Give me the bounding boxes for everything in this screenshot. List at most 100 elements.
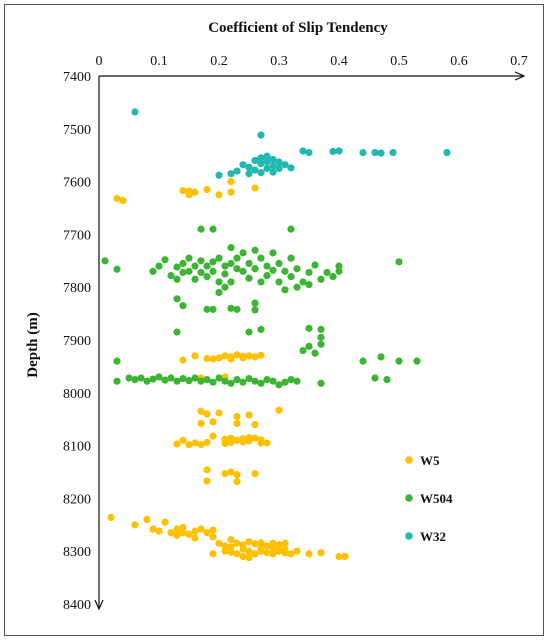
data-point <box>191 275 199 283</box>
x-tick-label: 0.3 <box>270 54 288 69</box>
data-point <box>191 352 199 360</box>
data-point <box>317 549 325 557</box>
data-point <box>395 357 403 365</box>
data-point <box>275 406 283 414</box>
data-point <box>251 299 259 307</box>
data-point <box>239 161 247 169</box>
data-point <box>239 545 247 553</box>
x-tick-label: 0.1 <box>150 54 168 69</box>
y-tick-label: 8100 <box>63 440 91 455</box>
data-point <box>281 378 289 386</box>
data-point <box>329 273 337 281</box>
data-point <box>281 545 289 553</box>
data-point <box>275 547 283 555</box>
data-point <box>233 477 241 486</box>
data-point <box>209 267 217 275</box>
data-point <box>269 544 277 552</box>
data-point <box>215 288 223 297</box>
data-point <box>227 304 235 312</box>
data-point <box>215 539 223 547</box>
data-point <box>311 261 319 269</box>
data-point <box>263 157 271 166</box>
data-point <box>263 376 271 384</box>
data-point <box>233 550 241 558</box>
data-point <box>377 149 385 157</box>
y-tick-label: 7900 <box>63 334 91 349</box>
data-point <box>245 328 253 336</box>
data-point <box>167 271 175 280</box>
data-point <box>239 378 247 386</box>
data-point <box>251 420 259 429</box>
data-point <box>203 466 211 474</box>
data-point <box>275 164 283 172</box>
data-point <box>245 259 253 268</box>
data-point <box>221 439 229 448</box>
data-point <box>227 178 235 186</box>
data-point <box>299 278 307 286</box>
data-point <box>305 268 313 277</box>
data-point <box>251 166 259 174</box>
data-point <box>239 552 247 561</box>
data-point <box>203 410 211 418</box>
data-point <box>281 539 289 547</box>
data-point <box>335 262 343 270</box>
data-point <box>317 325 325 334</box>
data-point <box>221 542 229 550</box>
data-point <box>287 164 295 172</box>
y-tick-label: 7700 <box>63 228 91 243</box>
legend-label: W5 <box>420 453 440 468</box>
data-point <box>335 552 343 561</box>
data-point <box>293 547 301 555</box>
data-point <box>317 333 325 341</box>
data-point <box>179 356 187 364</box>
data-point <box>191 534 199 542</box>
data-point <box>251 434 259 442</box>
data-point <box>257 539 265 547</box>
data-point <box>179 302 187 310</box>
data-point <box>257 544 265 553</box>
legend-marker <box>405 532 413 540</box>
data-point <box>197 407 205 415</box>
data-points <box>101 108 451 562</box>
data-point <box>239 354 247 362</box>
data-point <box>245 352 253 360</box>
data-point <box>233 376 241 384</box>
data-point <box>359 148 367 157</box>
data-point <box>413 357 421 365</box>
data-point <box>245 374 253 383</box>
axes <box>99 76 523 608</box>
data-point <box>245 434 253 442</box>
legend-label: W504 <box>420 491 453 506</box>
x-tick-label: 0.2 <box>210 54 228 69</box>
data-point <box>233 351 241 359</box>
data-point <box>209 533 217 541</box>
data-point <box>275 259 283 268</box>
data-point <box>221 352 229 360</box>
series-w504 <box>101 225 421 389</box>
data-point <box>317 379 325 387</box>
data-point <box>107 513 115 522</box>
data-point <box>191 527 199 535</box>
data-point <box>233 265 241 273</box>
data-point <box>203 376 211 384</box>
data-point <box>203 273 211 281</box>
data-point <box>227 188 235 196</box>
data-point <box>251 469 259 478</box>
data-point <box>233 436 241 444</box>
data-point <box>113 357 121 365</box>
x-tick-label: 0.7 <box>510 54 528 69</box>
data-point <box>227 535 235 544</box>
data-point <box>221 283 229 291</box>
data-point <box>257 351 265 359</box>
data-point <box>239 438 247 446</box>
data-point <box>203 529 211 537</box>
x-tick-label: 0.6 <box>450 54 468 69</box>
data-point <box>143 377 151 385</box>
data-point <box>287 254 295 262</box>
data-point <box>185 254 193 262</box>
data-point <box>197 419 205 428</box>
data-point <box>305 148 313 157</box>
data-point <box>233 471 241 479</box>
data-point <box>125 374 133 382</box>
data-point <box>149 267 157 275</box>
